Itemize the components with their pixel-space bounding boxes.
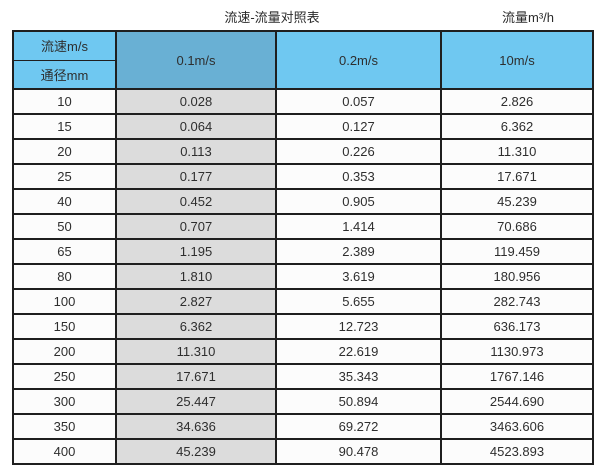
diameter-cell: 300	[12, 388, 117, 415]
table-row: 350 34.636 69.272 3463.606	[12, 413, 594, 440]
table-body: 10 0.028 0.057 2.826 15 0.064 0.127 6.362 20 0.11…	[12, 88, 594, 465]
flow-value-cell: 0.057	[275, 88, 442, 115]
flow-value-cell: 2544.690	[440, 388, 594, 415]
header-velocity-label: 流速m/s	[12, 30, 117, 61]
flow-value-cell: 2.826	[440, 88, 594, 115]
diameter-cell: 40	[12, 188, 117, 215]
table-row: 150 6.362 12.723 636.173	[12, 313, 594, 340]
header-col-10ms: 10m/s	[440, 30, 594, 90]
table-row: 50 0.707 1.414 70.686	[12, 213, 594, 240]
diameter-cell: 80	[12, 263, 117, 290]
table-row: 15 0.064 0.127 6.362	[12, 113, 594, 140]
titlebar: 流速-流量对照表 流量m³/h	[0, 0, 600, 30]
flow-value-cell: 1.414	[275, 213, 442, 240]
flow-value-cell: 1767.146	[440, 363, 594, 390]
diameter-cell: 15	[12, 113, 117, 140]
flow-value-cell: 90.478	[275, 438, 442, 465]
flow-value-cell: 3.619	[275, 263, 442, 290]
flow-value-cell: 119.459	[440, 238, 594, 265]
diameter-cell: 25	[12, 163, 117, 190]
diameter-cell: 100	[12, 288, 117, 315]
flow-value-cell: 1.810	[115, 263, 277, 290]
diameter-cell: 250	[12, 363, 117, 390]
flow-value-cell: 4523.893	[440, 438, 594, 465]
flow-value-cell: 1130.973	[440, 338, 594, 365]
flow-value-cell: 3463.606	[440, 413, 594, 440]
flow-value-cell: 0.064	[115, 113, 277, 140]
table-row: 40 0.452 0.905 45.239	[12, 188, 594, 215]
flow-value-cell: 70.686	[440, 213, 594, 240]
table-row: 250 17.671 35.343 1767.146	[12, 363, 594, 390]
flow-value-cell: 1.195	[115, 238, 277, 265]
table-row: 10 0.028 0.057 2.826	[12, 88, 594, 115]
header-row-top: 流速m/s 0.1m/s 0.2m/s 10m/s	[12, 30, 594, 90]
flow-value-cell: 17.671	[440, 163, 594, 190]
flow-value-cell: 2.827	[115, 288, 277, 315]
flow-value-cell: 50.894	[275, 388, 442, 415]
header-col-0-1ms: 0.1m/s	[115, 30, 277, 90]
diameter-cell: 20	[12, 138, 117, 165]
table-row: 400 45.239 90.478 4523.893	[12, 438, 594, 465]
page-title: 流速-流量对照表	[224, 10, 320, 25]
flow-value-cell: 0.028	[115, 88, 277, 115]
diameter-cell: 50	[12, 213, 117, 240]
flow-value-cell: 35.343	[275, 363, 442, 390]
flow-value-cell: 0.452	[115, 188, 277, 215]
flow-value-cell: 282.743	[440, 288, 594, 315]
flow-value-cell: 0.113	[115, 138, 277, 165]
flow-value-cell: 17.671	[115, 363, 277, 390]
flow-value-cell: 0.177	[115, 163, 277, 190]
header-diameter-label: 通径mm	[12, 59, 117, 90]
table-row: 25 0.177 0.353 17.671	[12, 163, 594, 190]
flow-value-cell: 6.362	[440, 113, 594, 140]
flow-value-cell: 69.272	[275, 413, 442, 440]
flow-rate-table: 流速m/s 0.1m/s 0.2m/s 10m/s 通径mm 10 0.028 0.…	[12, 30, 594, 465]
flow-value-cell: 11.310	[115, 338, 277, 365]
flow-value-cell: 0.353	[275, 163, 442, 190]
flow-value-cell: 22.619	[275, 338, 442, 365]
flow-value-cell: 0.707	[115, 213, 277, 240]
diameter-cell: 10	[12, 88, 117, 115]
flow-value-cell: 45.239	[115, 438, 277, 465]
diameter-cell: 150	[12, 313, 117, 340]
flow-value-cell: 0.226	[275, 138, 442, 165]
header-row-bottom: 通径mm	[12, 59, 593, 90]
diameter-cell: 400	[12, 438, 117, 465]
flow-value-cell: 34.636	[115, 413, 277, 440]
flow-value-cell: 45.239	[440, 188, 594, 215]
table-row: 65 1.195 2.389 119.459	[12, 238, 594, 265]
flow-unit-label: 流量m³/h	[501, 10, 555, 25]
table-row: 100 2.827 5.655 282.743	[12, 288, 594, 315]
flow-value-cell: 5.655	[275, 288, 442, 315]
table-row: 200 11.310 22.619 1130.973	[12, 338, 594, 365]
diameter-cell: 200	[12, 338, 117, 365]
table-row: 300 25.447 50.894 2544.690	[12, 388, 594, 415]
table-row: 80 1.810 3.619 180.956	[12, 263, 594, 290]
flow-value-cell: 180.956	[440, 263, 594, 290]
flow-value-cell: 0.905	[275, 188, 442, 215]
flow-value-cell: 12.723	[275, 313, 442, 340]
flow-value-cell: 6.362	[115, 313, 277, 340]
flow-value-cell: 2.389	[275, 238, 442, 265]
diameter-cell: 65	[12, 238, 117, 265]
flow-value-cell: 25.447	[115, 388, 277, 415]
table-row: 20 0.113 0.226 11.310	[12, 138, 594, 165]
diameter-cell: 350	[12, 413, 117, 440]
flow-value-cell: 0.127	[275, 113, 442, 140]
flow-value-cell: 636.173	[440, 313, 594, 340]
flow-value-cell: 11.310	[440, 138, 594, 165]
table-header: 流速m/s 0.1m/s 0.2m/s 10m/s 通径mm	[12, 30, 594, 90]
header-col-0-2ms: 0.2m/s	[275, 30, 442, 90]
